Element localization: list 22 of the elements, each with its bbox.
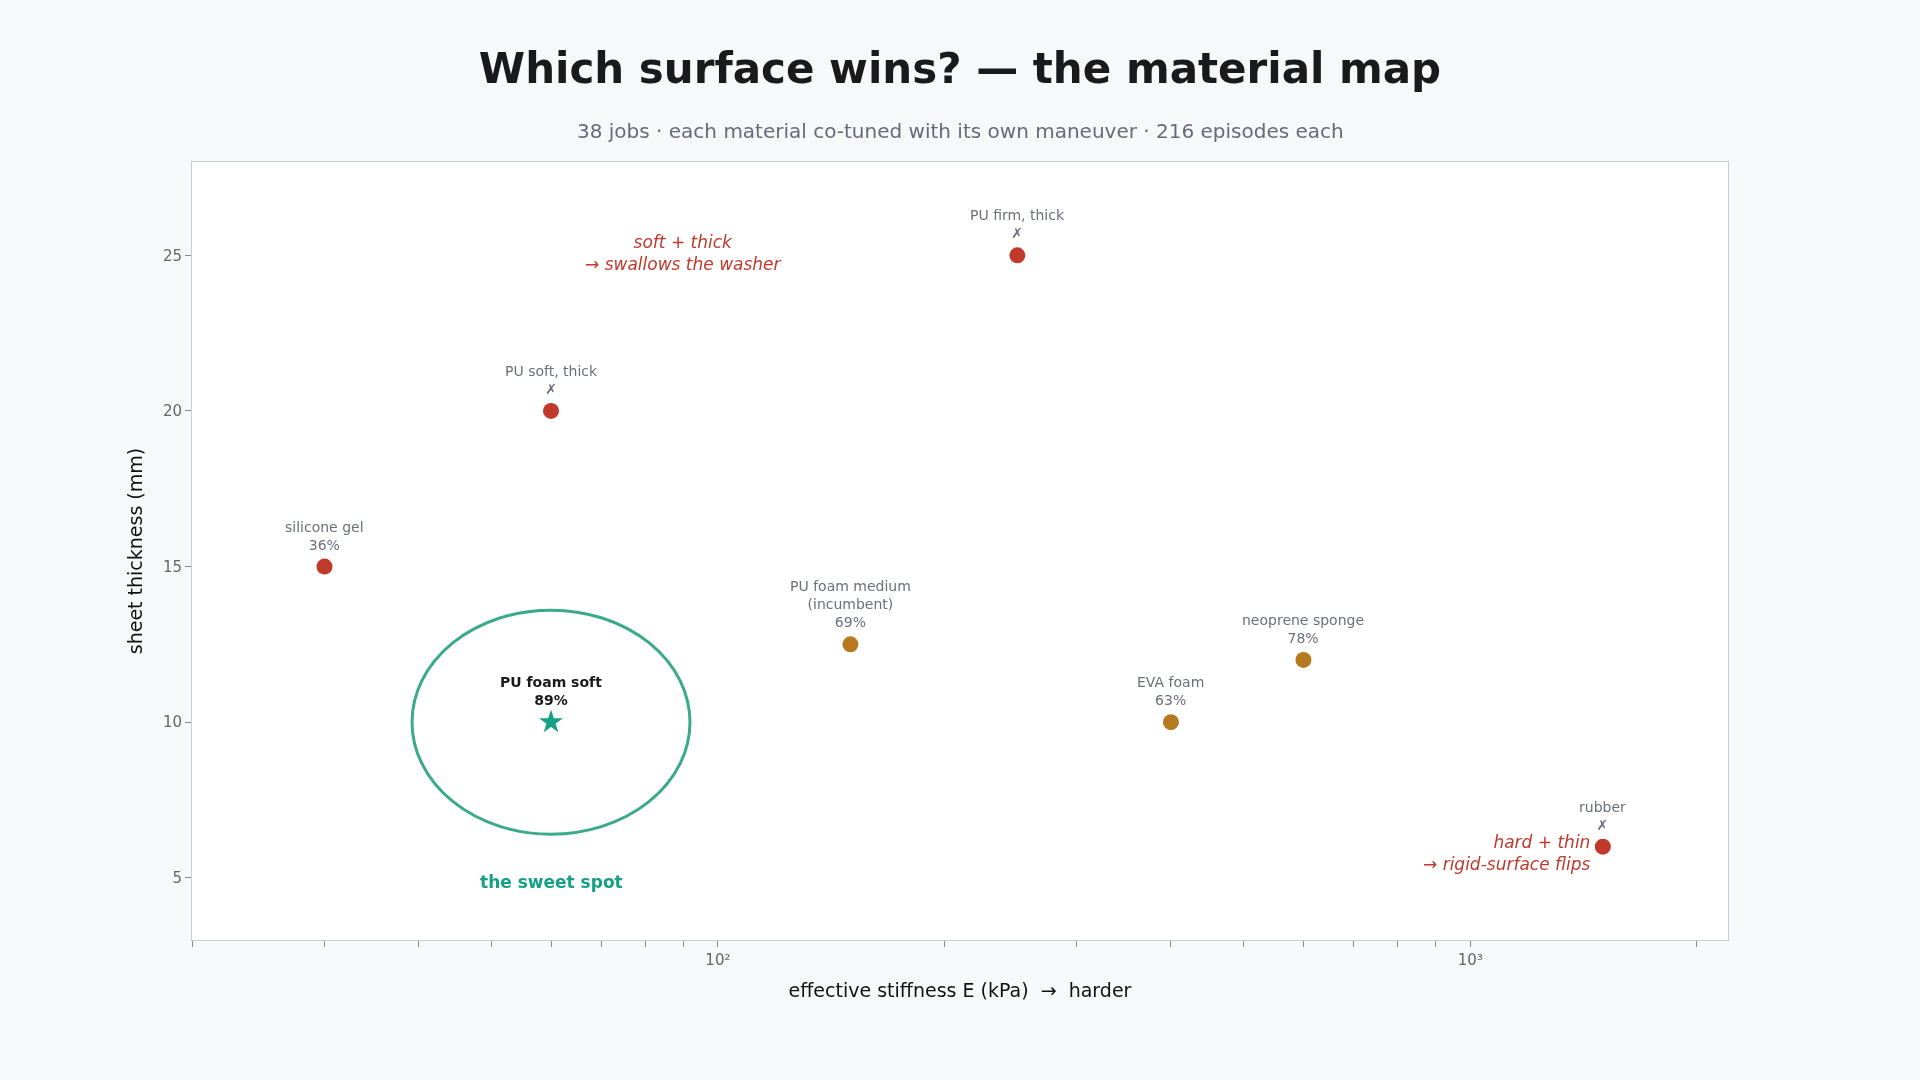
x-tick-label: 10² [705, 951, 731, 969]
y-tick-label: 10 [162, 713, 182, 732]
chart-title: Which surface wins? — the material map [478, 44, 1442, 94]
annotation: PU foam soft 89% [500, 674, 603, 709]
annotation: PU firm, thick ✗ [970, 207, 1065, 242]
annotation: hard + thin → rigid-surface flips [1423, 832, 1591, 875]
annotation: PU foam medium (incumbent) 69% [790, 578, 911, 631]
y-tick-label: 25 [162, 246, 182, 265]
annotation: EVA foam 63% [1137, 674, 1205, 709]
y-tick-label: 5 [172, 869, 182, 888]
y-tick-label: 20 [162, 402, 182, 421]
annotation: PU soft, thick ✗ [505, 363, 599, 398]
x-tick-label: 10³ [1457, 951, 1483, 969]
chart-subtitle: 38 jobs · each material co-tuned with its own maneuver · 216 episodes each [577, 119, 1344, 143]
y-tick-label: 15 [162, 557, 182, 576]
annotation: the sweet spot [480, 872, 623, 892]
annotation: neoprene sponge 78% [1242, 612, 1365, 647]
x-axis-title: effective stiffness E (kPa) → harder [788, 978, 1132, 1001]
annotation: soft + thick → swallows the washer [585, 232, 782, 275]
annotation: rubber ✗ [1579, 799, 1627, 834]
y-axis-title: sheet thickness (mm) [123, 447, 146, 655]
annotation: silicone gel 36% [285, 519, 364, 554]
